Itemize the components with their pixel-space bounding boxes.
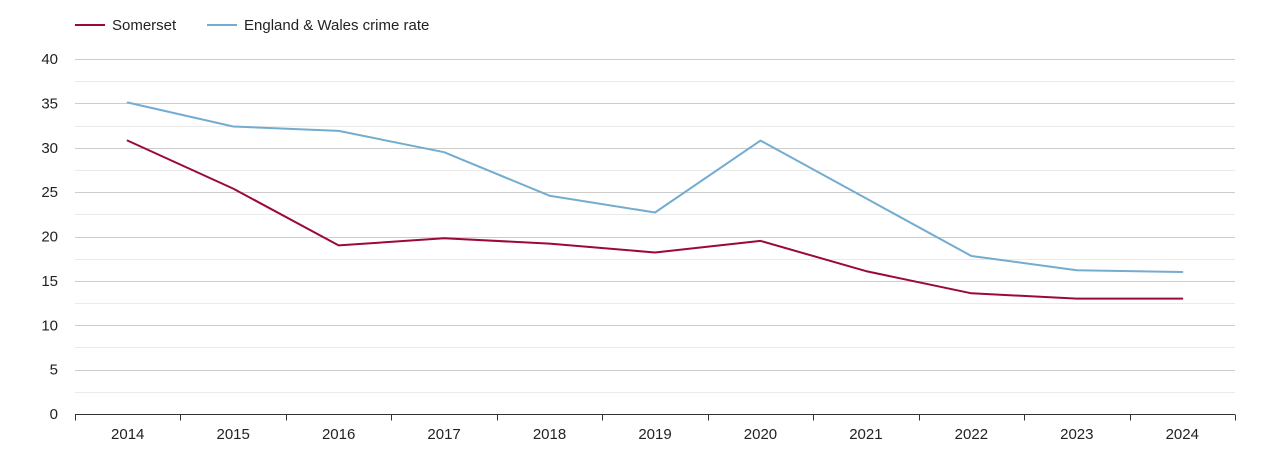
x-tick-label: 2016 — [322, 426, 355, 443]
x-tick-label: 2020 — [744, 426, 777, 443]
x-tick-label: 2023 — [1060, 426, 1093, 443]
x-tick-label: 2014 — [111, 426, 144, 443]
legend-label-1: England & Wales crime rate — [244, 17, 429, 34]
y-tick-label: 10 — [41, 317, 58, 334]
y-tick-label: 5 — [50, 362, 58, 379]
y-tick-label: 15 — [41, 273, 58, 290]
y-tick-label: 35 — [41, 95, 58, 112]
x-tick-label: 2019 — [638, 426, 671, 443]
x-tick-label: 2021 — [849, 426, 882, 443]
series-line-1 — [126, 101, 1184, 273]
series-line-0 — [126, 139, 1184, 300]
gridlines — [75, 59, 1235, 393]
legend-label-0: Somerset — [112, 17, 177, 34]
y-axis: 0 5 10 15 20 25 30 35 40 — [41, 51, 58, 423]
legend: Somerset England & Wales crime rate — [75, 17, 429, 34]
y-tick-label: 30 — [41, 140, 58, 157]
y-tick-label: 20 — [41, 229, 58, 246]
x-axis: 2014 2015 2016 2017 2018 2019 2020 2021 2022 2023… — [75, 414, 1236, 443]
x-tick-label: 2024 — [1166, 426, 1199, 443]
x-tick-label: 2018 — [533, 426, 566, 443]
y-tick-label: 0 — [50, 406, 58, 423]
y-tick-label: 25 — [41, 184, 58, 201]
series-group — [126, 101, 1184, 300]
x-tick-label: 2017 — [427, 426, 460, 443]
y-tick-label: 40 — [41, 51, 58, 68]
x-tick-label: 2022 — [955, 426, 988, 443]
x-tick-label: 2015 — [216, 426, 249, 443]
